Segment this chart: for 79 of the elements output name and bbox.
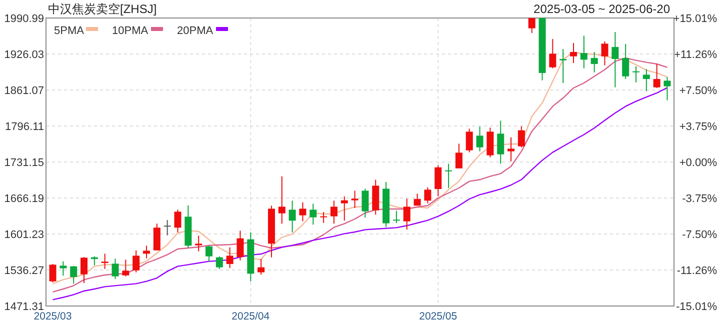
candlestick [455,143,462,169]
candlestick [299,202,306,222]
candlestick [590,52,598,73]
candlestick [101,253,108,270]
y-tick-label: 1601.23 [4,229,44,241]
candlestick [497,120,504,164]
candlestick [508,136,515,162]
y-tick-label: 1861.07 [4,85,44,97]
y2-tick-label: +3.75% [679,121,718,134]
candlestick [70,265,78,284]
y-tick-label: 1990.99 [4,13,44,25]
candlestick [424,186,432,204]
candlestick [570,42,577,64]
candlestick [340,196,348,222]
candlestick [434,164,442,197]
y-tick-label: 1796.11 [5,121,44,133]
candlestick [330,200,338,224]
candlestick [226,246,234,268]
candlestick [164,219,171,236]
candlestick [236,230,244,261]
candlestick [320,212,328,224]
x-tick-label: 2025/05 [419,310,458,320]
candlestick [528,18,536,34]
candlestick [476,126,484,152]
candlestick [445,163,452,189]
legend-label: 10PMA [112,25,149,37]
y2-tick-label: -3.75% [682,192,718,205]
candlestick [258,258,265,276]
y2-tick-label: +7.50% [679,85,718,98]
candlestick [143,245,150,259]
chart-title: 中汉焦炭卖空[ZHSJ] [48,2,157,16]
candlestick [205,245,212,262]
candlestick [580,35,588,69]
x-tick-label: 2025/04 [232,310,270,320]
candlestick [153,223,160,251]
candlestick [132,250,140,273]
candlestick [466,128,473,153]
candlestick [518,126,525,148]
chart-subtitle: 2025-03-05 ~ 2025-06-20 [534,2,670,16]
y-tick-label: 1731.15 [4,157,44,169]
candlestick [278,176,286,224]
candlestick [174,209,182,233]
candlestick [664,76,671,101]
legend-label: 20PMA [177,25,214,37]
candlestick [60,260,67,276]
candlestick [80,256,88,284]
candlestick [288,200,296,233]
candlestick [310,203,317,226]
candlestick [601,40,608,66]
line-series [52,87,668,300]
candlestick [549,38,556,69]
candlestick [653,63,660,88]
y-tick-label: 1666.19 [4,193,44,205]
candlestick [642,68,650,92]
y2-tick-label: -11.26% [676,265,718,278]
legend-label: 5PMA [54,25,85,37]
y-tick-label: 1536.27 [4,265,44,277]
y-tick-label: 1471.31 [4,301,44,313]
candlestick [612,32,619,88]
candlestick [351,190,358,209]
candlestick [486,127,494,158]
candlestick [49,264,56,283]
candlestick [362,188,369,218]
candlestick [195,235,202,252]
y2-tick-label: -15.01% [676,301,718,313]
candlestick [392,210,400,224]
x-tick-label: 2025/03 [34,310,72,320]
candlestick [622,43,630,80]
candlestick [112,258,119,280]
candlestick [632,66,640,83]
y2-tick-label: +15.01% [673,13,718,25]
y2-tick-label: +0.00% [679,157,718,169]
candlestick [216,256,223,270]
y2-tick-label: -7.50% [682,228,718,241]
y2-tick-label: +11.26% [674,48,718,61]
candlestick [560,48,567,84]
y-tick-label: 1926.03 [4,49,44,61]
candlestick [403,198,410,230]
candlestick [122,259,130,277]
